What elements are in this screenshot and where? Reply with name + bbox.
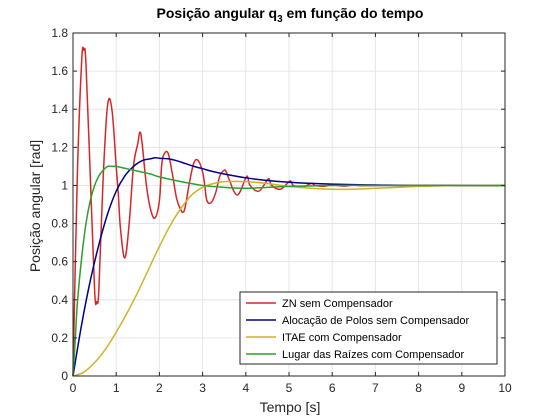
x-tick-label: 0 [70,381,77,395]
x-tick-label: 2 [156,381,163,395]
y-tick-label: 0.4 [51,293,68,307]
y-tick-label: 0.6 [51,255,68,269]
x-tick-label: 9 [458,381,465,395]
chart-title-subscript: 3 [277,14,283,25]
y-tick-label: 0.8 [51,217,68,231]
x-tick-label: 10 [498,381,512,395]
x-tick-label: 4 [242,381,249,395]
legend-entry-4: Lugar das Raízes com Compensador [282,349,465,361]
series-line-4 [72,165,505,377]
legend-box [239,291,498,365]
x-tick-label: 7 [372,381,379,395]
legend-entry-3: ITAE com Compensador [282,332,402,344]
x-axis-label: Tempo [s] [260,399,321,415]
y-tick-label: 1.4 [51,102,68,116]
y-tick-label: 1 [61,178,68,192]
plot-area: 0 1 2 3 4 5 6 7 8 9 10 0 0.2 0.4 0.6 0.8 1 1.2 1.4 1.6 1.8 ZN… [51,26,512,395]
x-tick-label: 1 [113,381,120,395]
y-tick-label: 0 [61,369,68,383]
y-axis-label: Posição angular [rad] [27,140,43,272]
x-tick-label: 3 [199,381,206,395]
legend-entry-1: ZN sem Compensador [282,298,393,310]
chart-title: Posição angular q3 em função do tempo [157,5,424,25]
y-tick-label: 1.2 [51,140,68,154]
legend-entry-2: Alocação de Polos sem Compensador [282,315,469,327]
x-tick-label: 6 [329,381,336,395]
y-tick-label: 1.6 [51,64,68,78]
chart-title-main: Posição angular q [157,5,278,21]
chart-title-rest: em função do tempo [283,5,424,21]
x-tick-label: 5 [286,381,293,395]
x-tick-label: 8 [415,381,422,395]
series-line-3 [72,180,506,377]
y-tick-label: 1.8 [51,26,68,40]
y-tick-label: 0.2 [51,331,68,345]
